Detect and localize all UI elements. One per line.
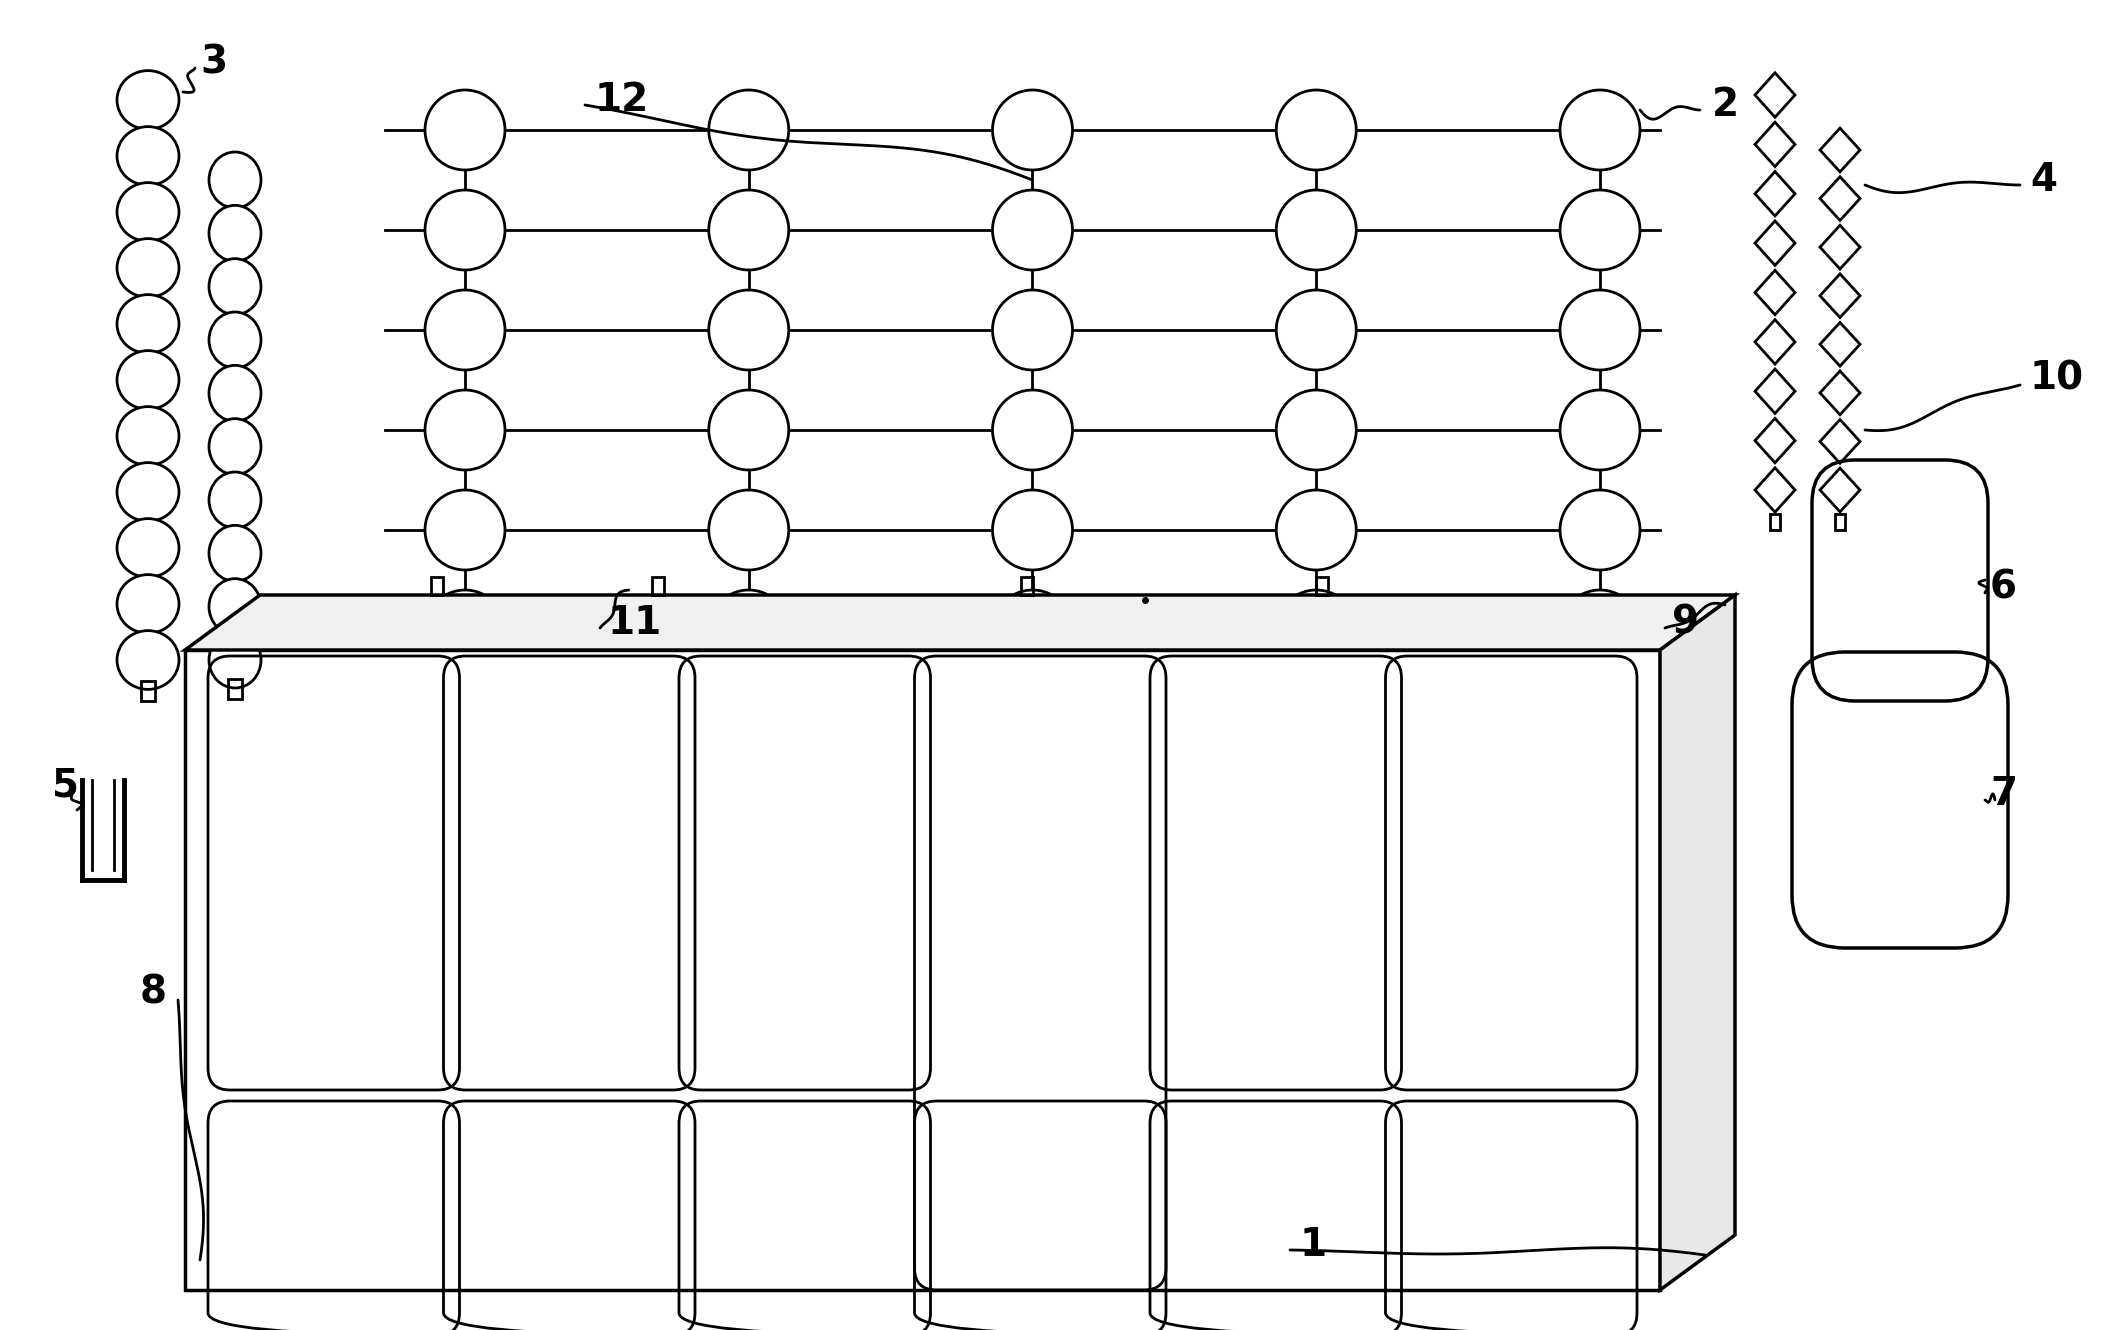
Ellipse shape bbox=[209, 313, 262, 368]
Circle shape bbox=[1561, 190, 1641, 270]
Ellipse shape bbox=[209, 205, 262, 261]
Ellipse shape bbox=[116, 126, 180, 185]
Text: 8: 8 bbox=[139, 974, 167, 1011]
Polygon shape bbox=[186, 595, 1734, 650]
Ellipse shape bbox=[116, 407, 180, 466]
Circle shape bbox=[1276, 190, 1356, 270]
Circle shape bbox=[1561, 591, 1641, 670]
Circle shape bbox=[425, 489, 505, 571]
Circle shape bbox=[1276, 390, 1356, 469]
Text: 1: 1 bbox=[1301, 1226, 1326, 1263]
Circle shape bbox=[993, 90, 1073, 170]
Text: 5: 5 bbox=[53, 766, 78, 805]
Circle shape bbox=[1276, 489, 1356, 571]
Ellipse shape bbox=[116, 182, 180, 242]
Text: 7: 7 bbox=[1990, 775, 2017, 813]
Text: 4: 4 bbox=[2030, 161, 2057, 200]
Ellipse shape bbox=[209, 579, 262, 634]
Ellipse shape bbox=[116, 463, 180, 521]
Ellipse shape bbox=[116, 351, 180, 410]
Ellipse shape bbox=[209, 472, 262, 528]
Circle shape bbox=[425, 90, 505, 170]
Circle shape bbox=[425, 290, 505, 370]
Circle shape bbox=[710, 591, 788, 670]
Polygon shape bbox=[186, 650, 1660, 1290]
Circle shape bbox=[993, 290, 1073, 370]
Circle shape bbox=[710, 190, 788, 270]
Ellipse shape bbox=[209, 419, 262, 475]
Text: 3: 3 bbox=[201, 43, 228, 81]
Text: 6: 6 bbox=[1990, 568, 2017, 606]
Text: 11: 11 bbox=[608, 604, 663, 642]
Circle shape bbox=[993, 190, 1073, 270]
Circle shape bbox=[710, 90, 788, 170]
Ellipse shape bbox=[116, 295, 180, 354]
Circle shape bbox=[993, 390, 1073, 469]
Ellipse shape bbox=[116, 519, 180, 577]
Ellipse shape bbox=[209, 525, 262, 581]
Circle shape bbox=[1561, 290, 1641, 370]
Ellipse shape bbox=[116, 575, 180, 633]
Circle shape bbox=[710, 390, 788, 469]
Circle shape bbox=[1561, 489, 1641, 571]
Circle shape bbox=[1276, 591, 1356, 670]
Circle shape bbox=[425, 190, 505, 270]
Circle shape bbox=[993, 591, 1073, 670]
Circle shape bbox=[1561, 390, 1641, 469]
Circle shape bbox=[425, 591, 505, 670]
Text: 9: 9 bbox=[1673, 602, 1698, 641]
Circle shape bbox=[710, 489, 788, 571]
Ellipse shape bbox=[209, 366, 262, 422]
Text: 2: 2 bbox=[1713, 86, 1738, 124]
Ellipse shape bbox=[209, 152, 262, 207]
Circle shape bbox=[993, 489, 1073, 571]
Ellipse shape bbox=[116, 630, 180, 689]
Ellipse shape bbox=[116, 238, 180, 298]
Ellipse shape bbox=[209, 258, 262, 315]
Circle shape bbox=[710, 290, 788, 370]
Circle shape bbox=[1276, 290, 1356, 370]
Text: 10: 10 bbox=[2030, 359, 2085, 396]
Ellipse shape bbox=[116, 70, 180, 129]
Circle shape bbox=[1276, 90, 1356, 170]
Polygon shape bbox=[1660, 595, 1734, 1290]
Text: 12: 12 bbox=[596, 81, 648, 118]
Circle shape bbox=[1561, 90, 1641, 170]
Ellipse shape bbox=[209, 632, 262, 688]
Circle shape bbox=[425, 390, 505, 469]
